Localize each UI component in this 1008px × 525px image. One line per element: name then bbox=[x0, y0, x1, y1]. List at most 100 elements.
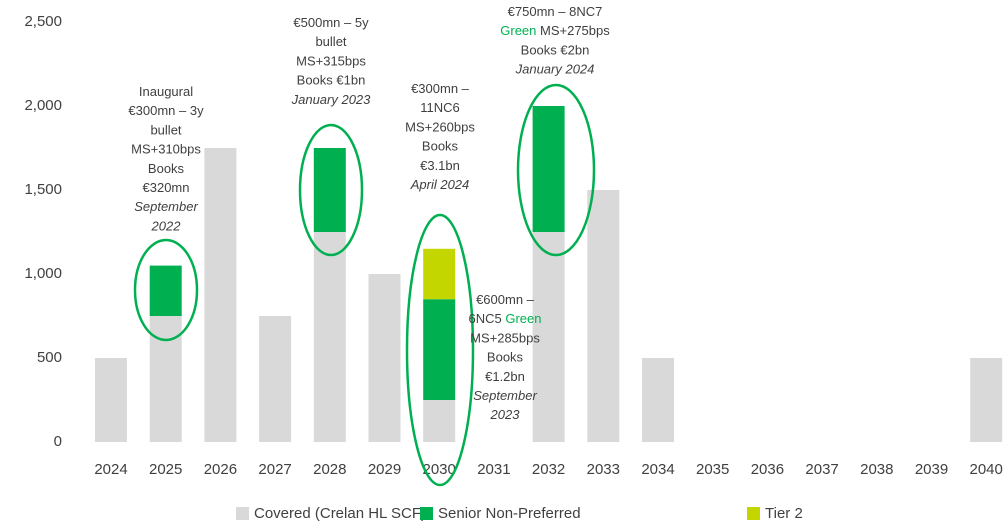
annotation-text: MS+315bps bbox=[296, 54, 366, 69]
x-tick-label: 2032 bbox=[532, 461, 565, 478]
annotation-text: April 2024 bbox=[410, 177, 470, 192]
y-tick-label: 500 bbox=[37, 349, 62, 366]
bar-segment bbox=[204, 148, 237, 442]
x-tick-label: 2034 bbox=[641, 461, 674, 478]
annotation-text: bullet bbox=[150, 123, 181, 138]
annotation-text: January 2023 bbox=[291, 92, 372, 107]
legend-swatch bbox=[420, 507, 433, 520]
bar-segment bbox=[149, 265, 182, 316]
annotation-text: MS+260bps bbox=[405, 120, 475, 135]
annotation-line: €320mn bbox=[143, 180, 190, 195]
legend-label: Senior Non-Preferred bbox=[438, 505, 581, 522]
ellipse bbox=[298, 123, 364, 257]
annotation-line: Books €2bn bbox=[521, 43, 590, 58]
annotation-line: MS+260bps bbox=[405, 120, 475, 135]
annotation-text: bullet bbox=[315, 35, 346, 50]
x-tick-label: 2037 bbox=[805, 461, 838, 478]
annotation-text: 11NC6 bbox=[420, 101, 460, 116]
x-tick-label: 2026 bbox=[204, 461, 237, 478]
bar-segment bbox=[149, 316, 182, 442]
y-tick-label: 1,000 bbox=[24, 265, 62, 282]
annotation-text: Books bbox=[487, 350, 524, 365]
annotation-text: MS+285bps bbox=[470, 331, 540, 346]
annotation-line: Books €1bn bbox=[297, 73, 366, 88]
legend-swatch bbox=[747, 507, 760, 520]
bar-segment bbox=[313, 232, 346, 442]
annotation-line: April 2024 bbox=[410, 177, 470, 192]
annotation-text: €1.2bn bbox=[485, 369, 525, 384]
bar-segment bbox=[313, 148, 346, 232]
annotation-text: €3.1bn bbox=[420, 158, 460, 173]
annotation-line: Books bbox=[487, 350, 524, 365]
ellipse bbox=[133, 238, 199, 342]
bar-segment bbox=[95, 358, 127, 442]
annotation-text: September bbox=[473, 388, 537, 403]
annotation-text: Green bbox=[505, 312, 541, 327]
x-tick-label: 2033 bbox=[587, 461, 620, 478]
annotation-text: €750mn – 8NC7 bbox=[508, 4, 603, 19]
annotation-line: January 2024 bbox=[515, 62, 595, 77]
annotation-text: January 2024 bbox=[515, 62, 595, 77]
annotation-text: 6NC5 bbox=[469, 312, 506, 327]
bar-segment bbox=[423, 299, 456, 400]
ellipse bbox=[405, 213, 475, 487]
annotation-line: MS+315bps bbox=[296, 54, 366, 69]
annotation-text: €300mn – bbox=[411, 81, 470, 96]
annotation-text: 2022 bbox=[151, 219, 182, 234]
annotation-line: MS+310bps bbox=[131, 142, 201, 157]
bar-segment bbox=[642, 358, 674, 442]
annotation-line: MS+285bps bbox=[470, 331, 540, 346]
y-tick-label: 2,000 bbox=[24, 97, 62, 114]
annotation-line: €300mn – bbox=[411, 81, 470, 96]
x-tick-label: 2028 bbox=[313, 461, 346, 478]
bar-segment bbox=[587, 190, 620, 442]
annotation-text: MS+275bps bbox=[536, 24, 610, 39]
annotation-text: Books €1bn bbox=[297, 73, 366, 88]
annotation-line: €1.2bn bbox=[485, 369, 525, 384]
annotation-line: 6NC5 Green bbox=[469, 312, 542, 327]
annotation-line: €500mn – 5y bbox=[293, 15, 369, 30]
y-tick-label: 1,500 bbox=[24, 181, 62, 198]
annotation-text: Books €2bn bbox=[521, 43, 590, 58]
y-tick-label: 0 bbox=[54, 433, 62, 450]
annotation-line: January 2023 bbox=[291, 92, 372, 107]
bar-segment bbox=[970, 358, 1003, 442]
annotation-line: bullet bbox=[150, 123, 181, 138]
x-tick-label: 2027 bbox=[258, 461, 291, 478]
bar-segment bbox=[259, 316, 292, 442]
annotation-line: 2023 bbox=[490, 408, 521, 423]
ellipse bbox=[516, 83, 596, 257]
annotation-line: September bbox=[473, 388, 537, 403]
annotation-line: €3.1bn bbox=[420, 158, 460, 173]
annotation-line: bullet bbox=[315, 35, 346, 50]
annotation-text: €320mn bbox=[143, 180, 190, 195]
annotation-line: Green MS+275bps bbox=[500, 24, 610, 39]
x-tick-label: 2030 bbox=[423, 461, 456, 478]
legend-swatch bbox=[236, 507, 249, 520]
annotation-line: Books bbox=[422, 139, 459, 154]
bar-segment bbox=[423, 248, 456, 300]
bar-segment bbox=[423, 400, 456, 442]
bar-segment bbox=[532, 232, 565, 442]
annotation-text: Inaugural bbox=[139, 84, 193, 99]
annotation-text: Green bbox=[500, 24, 536, 39]
x-tick-label: 2036 bbox=[751, 461, 784, 478]
annotation-text: €600mn – bbox=[476, 292, 535, 307]
x-tick-label: 2039 bbox=[915, 461, 948, 478]
annotation-line: 11NC6 bbox=[420, 101, 460, 116]
x-tick-label: 2031 bbox=[477, 461, 510, 478]
annotation-text: September bbox=[134, 200, 198, 215]
legend-label: Covered (Crelan HL SCF) bbox=[254, 505, 426, 522]
annotation-line: €750mn – 8NC7 bbox=[508, 4, 603, 19]
x-tick-label: 2029 bbox=[368, 461, 401, 478]
x-tick-label: 2035 bbox=[696, 461, 729, 478]
annotation-text: €300mn – 3y bbox=[128, 104, 204, 119]
annotation-text: Books bbox=[148, 161, 185, 176]
annotation-line: 2022 bbox=[151, 219, 182, 234]
x-tick-label: 2025 bbox=[149, 461, 182, 478]
annotation-line: €600mn – bbox=[476, 292, 535, 307]
annotation-line: Books bbox=[148, 161, 185, 176]
annotation-text: €500mn – 5y bbox=[293, 15, 369, 30]
annotation-line: September bbox=[134, 200, 198, 215]
